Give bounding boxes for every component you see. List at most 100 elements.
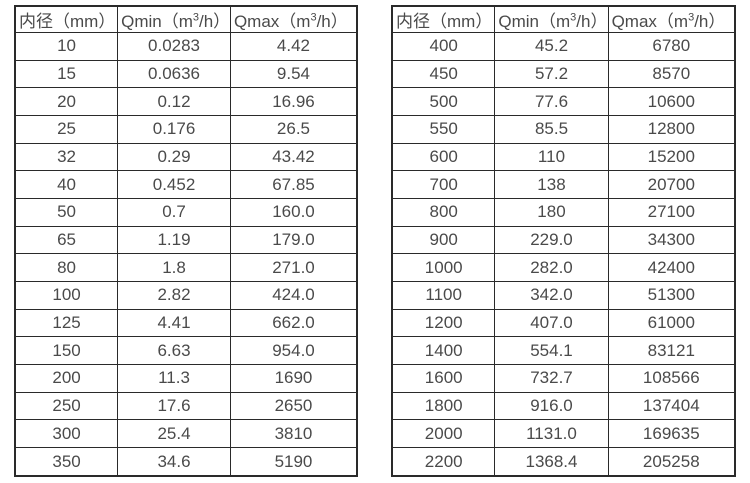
- table-row: 1400 554.1 83121: [391, 336, 736, 366]
- superscript-3: 3: [688, 11, 695, 24]
- header-qmin-text: Qmin（m: [121, 12, 193, 31]
- table-cell: 282.0: [494, 253, 609, 283]
- table-row: 300 25.4 3810: [14, 419, 358, 449]
- table-cell: 350: [14, 447, 119, 477]
- table-cell: 83121: [607, 336, 736, 366]
- table-cell: 5190: [229, 447, 358, 477]
- table-cell: 2200: [391, 447, 496, 477]
- table-row: 100 2.82 424.0: [14, 281, 358, 310]
- header-row: 内径（mm） Qmin（m3/h） Qmax（m3/h）: [391, 5, 736, 33]
- table-cell: 12800: [607, 115, 736, 144]
- table-row: 1600 732.7 108566: [391, 364, 736, 393]
- table-cell: 662.0: [229, 308, 358, 338]
- table-cell: 57.2: [494, 59, 609, 89]
- flow-spec-tables: 内径（mm） Qmin（m3/h） Qmax（m3/h） 10 0.0283 4.4…: [14, 5, 736, 477]
- table-cell: 424.0: [229, 281, 358, 310]
- table-cell: 6780: [607, 32, 736, 61]
- table-cell: 1200: [391, 308, 496, 338]
- table-cell: 1100: [391, 281, 496, 310]
- table-cell: 40: [14, 170, 119, 200]
- table-cell: 0.7: [117, 198, 231, 227]
- header-qmax-text: Qmax（m: [233, 12, 311, 31]
- table-row: 1200 407.0 61000: [391, 308, 736, 338]
- table-row: 15 0.0636 9.54: [14, 59, 358, 89]
- table-row: 40 0.452 67.85: [14, 170, 358, 200]
- table-cell: 25.4: [117, 419, 231, 449]
- table-cell: 160.0: [229, 198, 358, 227]
- table-cell: 407.0: [494, 308, 609, 338]
- table-cell: 179.0: [229, 225, 358, 255]
- table-cell: 800: [391, 198, 496, 227]
- table-cell: 2.82: [117, 281, 231, 310]
- table-cell: 43.42: [229, 142, 358, 172]
- table-cell: 1600: [391, 364, 496, 393]
- table-cell: 205258: [607, 447, 736, 477]
- table-cell: 45.2: [494, 32, 609, 61]
- table-cell: 0.12: [117, 87, 231, 117]
- table-body: 10 0.0283 4.42 15 0.0636 9.54 20 0.12 16.96 25 0.1…: [14, 32, 358, 477]
- superscript-3: 3: [570, 11, 577, 24]
- table-cell: 61000: [607, 308, 736, 338]
- table-cell: 20: [14, 87, 119, 117]
- table-cell: 732.7: [494, 364, 609, 393]
- table-cell: 65: [14, 225, 119, 255]
- header-diameter: 内径（mm）: [14, 5, 119, 33]
- table-cell: 1.8: [117, 253, 231, 283]
- table-cell: 550: [391, 115, 496, 144]
- header-qmax-text: Qmax（m: [611, 12, 689, 31]
- header-qmin: Qmin（m3/h）: [494, 5, 609, 33]
- header-qmax-unit: /h）: [316, 12, 348, 31]
- table-cell: 34300: [607, 225, 736, 255]
- table-cell: 180: [494, 198, 609, 227]
- table-cell: 1368.4: [494, 447, 609, 477]
- table-cell: 0.29: [117, 142, 231, 172]
- table-cell: 0.176: [117, 115, 231, 144]
- header-qmin-unit: /h）: [199, 12, 231, 31]
- table-cell: 0.0636: [117, 59, 231, 89]
- table-cell: 137404: [607, 391, 736, 421]
- table-cell: 17.6: [117, 391, 231, 421]
- table-row: 900 229.0 34300: [391, 225, 736, 255]
- table-row: 1800 916.0 137404: [391, 391, 736, 421]
- table-cell: 1400: [391, 336, 496, 366]
- table-cell: 108566: [607, 364, 736, 393]
- table-cell: 11.3: [117, 364, 231, 393]
- table-cell: 32: [14, 142, 119, 172]
- table-cell: 4.41: [117, 308, 231, 338]
- table-cell: 229.0: [494, 225, 609, 255]
- table-row: 800 180 27100: [391, 198, 736, 227]
- table-cell: 6.63: [117, 336, 231, 366]
- table-cell: 50: [14, 198, 119, 227]
- table-row: 32 0.29 43.42: [14, 142, 358, 172]
- table-cell: 110: [494, 142, 609, 172]
- table-cell: 10600: [607, 87, 736, 117]
- header-diameter: 内径（mm）: [391, 5, 496, 33]
- table-cell: 250: [14, 391, 119, 421]
- header-qmin-unit: /h）: [576, 12, 608, 31]
- table-body: 400 45.2 6780 450 57.2 8570 500 77.6 10600 550 85.…: [391, 32, 736, 477]
- table-row: 1100 342.0 51300: [391, 281, 736, 310]
- table-row: 400 45.2 6780: [391, 32, 736, 61]
- table-cell: 16.96: [229, 87, 358, 117]
- table-row: 350 34.6 5190: [14, 447, 358, 477]
- table-cell: 80: [14, 253, 119, 283]
- table-row: 80 1.8 271.0: [14, 253, 358, 283]
- table-cell: 1131.0: [494, 419, 609, 449]
- table-row: 20 0.12 16.96: [14, 87, 358, 117]
- table-cell: 0.452: [117, 170, 231, 200]
- header-qmin-text: Qmin（m: [498, 12, 571, 31]
- table-cell: 25: [14, 115, 119, 144]
- table-cell: 125: [14, 308, 119, 338]
- table-cell: 954.0: [229, 336, 358, 366]
- table-cell: 10: [14, 32, 119, 61]
- superscript-3: 3: [310, 11, 317, 24]
- table-cell: 77.6: [494, 87, 609, 117]
- table-row: 550 85.5 12800: [391, 115, 736, 144]
- table-cell: 200: [14, 364, 119, 393]
- table-row: 125 4.41 662.0: [14, 308, 358, 338]
- table-cell: 916.0: [494, 391, 609, 421]
- table-cell: 138: [494, 170, 609, 200]
- header-row: 内径（mm） Qmin（m3/h） Qmax（m3/h）: [14, 5, 358, 33]
- table-cell: 26.5: [229, 115, 358, 144]
- table-cell: 1690: [229, 364, 358, 393]
